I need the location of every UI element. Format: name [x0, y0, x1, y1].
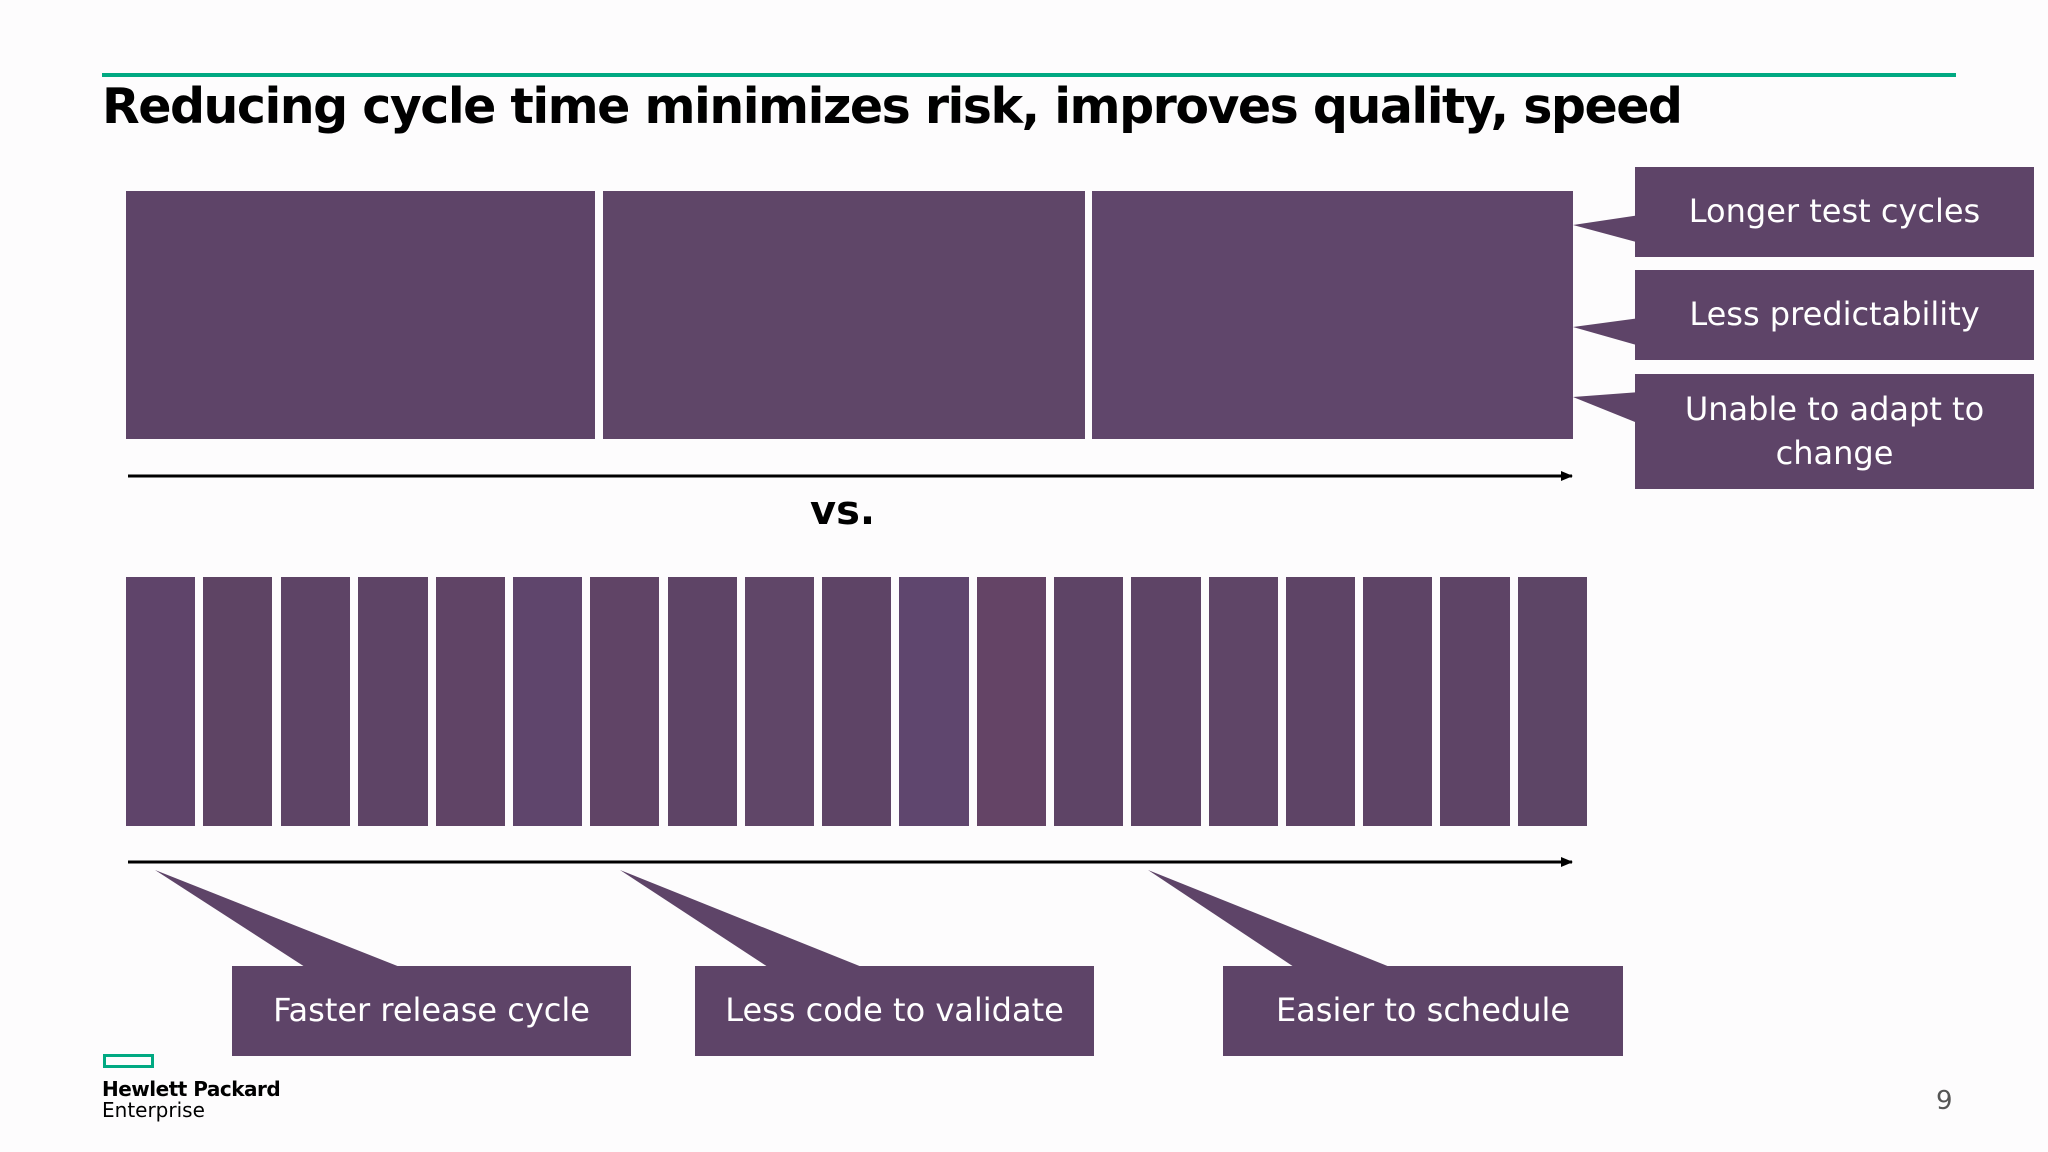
callout-less-code-to-validate: Less code to validate	[695, 966, 1094, 1056]
short-cycle-block	[1209, 577, 1278, 826]
short-cycle-block	[281, 577, 350, 826]
short-cycle-block	[1363, 577, 1432, 826]
short-cycle-block	[1440, 577, 1510, 826]
short-cycle-block	[1131, 577, 1201, 826]
callout-faster-release-cycle: Faster release cycle	[232, 966, 631, 1056]
long-cycle-block	[603, 191, 1085, 439]
short-cycle-block	[745, 577, 814, 826]
hpe-logo-icon	[103, 1054, 154, 1068]
short-cycle-block	[1054, 577, 1123, 826]
short-cycle-block	[822, 577, 891, 826]
callout-pointer	[1573, 392, 1640, 424]
callout-pointer	[1573, 318, 1640, 346]
logo-text-line2: Enterprise	[102, 1098, 205, 1122]
short-cycle-block	[436, 577, 505, 826]
long-cycle-blocks	[126, 191, 1573, 439]
long-cycle-block	[126, 191, 595, 439]
short-cycle-block	[1286, 577, 1355, 826]
callout-pointer	[620, 870, 862, 967]
short-cycle-block	[203, 577, 272, 826]
callout-easier-to-schedule: Easier to schedule	[1223, 966, 1623, 1056]
callout-longer-test-cycles: Longer test cycles	[1635, 167, 2034, 257]
long-cycle-block	[1092, 191, 1573, 439]
callout-pointer	[1573, 215, 1640, 243]
logo-text-line1: Hewlett Packard	[102, 1077, 281, 1101]
short-cycle-block	[513, 577, 582, 826]
callout-pointer	[1148, 870, 1390, 967]
short-cycle-block	[668, 577, 737, 826]
page-number: 9	[1936, 1086, 1953, 1116]
short-cycle-block	[977, 577, 1046, 826]
short-cycle-block	[358, 577, 428, 826]
short-cycle-block	[899, 577, 969, 826]
callout-less-predictability: Less predictability	[1635, 270, 2034, 360]
short-cycle-block	[590, 577, 659, 826]
top-accent-rule	[102, 73, 1956, 77]
short-cycle-block	[1518, 577, 1587, 826]
callout-pointer	[155, 870, 400, 967]
vs-label: vs.	[810, 488, 876, 534]
slide-title: Reducing cycle time minimizes risk, impr…	[102, 78, 1683, 135]
short-cycle-blocks	[126, 577, 1587, 826]
callout-unable-to-adapt: Unable to adapt to change	[1635, 374, 2034, 489]
short-cycle-block	[126, 577, 195, 826]
